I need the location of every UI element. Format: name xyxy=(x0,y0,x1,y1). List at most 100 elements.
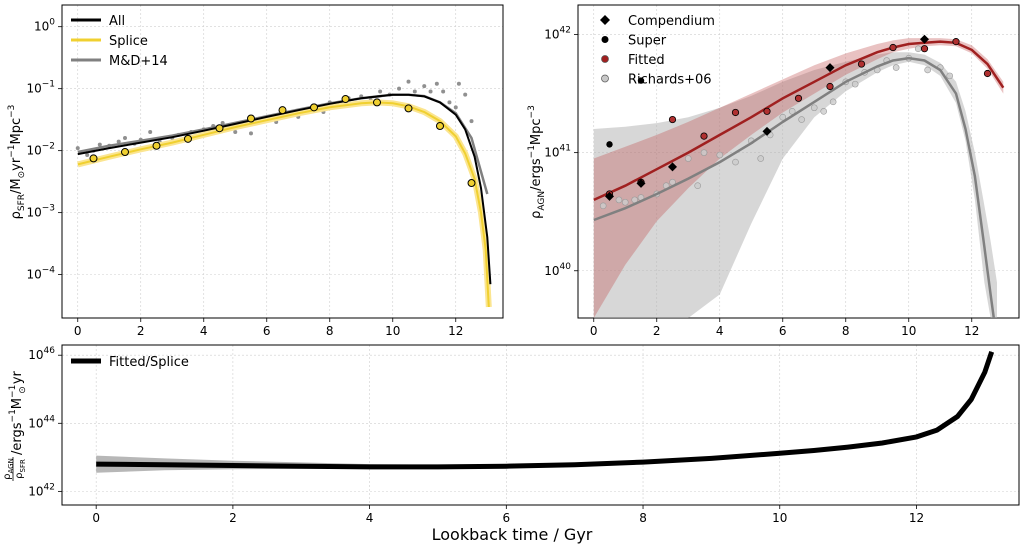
plot-area xyxy=(75,79,492,308)
richards-point xyxy=(732,158,739,166)
tl-y-tick-label: 10−2 xyxy=(26,142,55,158)
y-label-denominator: ρSFR xyxy=(14,459,27,479)
richards-point xyxy=(599,202,607,210)
fitted-point xyxy=(889,43,897,52)
splice-marker xyxy=(215,124,224,133)
splice-marker xyxy=(436,121,444,130)
legend-label: Super xyxy=(628,34,667,49)
fitted-band xyxy=(593,38,1004,318)
splice-marker xyxy=(404,104,413,113)
richards-point xyxy=(798,116,805,123)
md14-point xyxy=(456,81,461,86)
md14-point xyxy=(97,142,102,147)
agn-sfr-ratio-panel: 0 2 4 6 8 10 12 1042 1044 1046 Fitted/Splice ρAGNρS… xyxy=(2,344,1020,525)
md14-point xyxy=(406,79,411,84)
super-point xyxy=(637,77,645,84)
md14-point xyxy=(447,100,452,105)
fitted-point xyxy=(668,115,677,124)
bot-x-tick-label: 2 xyxy=(229,511,237,525)
tl-x-tick-label: 8 xyxy=(326,324,334,338)
compendium-point xyxy=(636,178,646,188)
richards-point xyxy=(700,149,708,156)
tr-x-tick-label: 6 xyxy=(779,324,787,338)
md14-point xyxy=(75,146,80,151)
bot-y-tick-label: 1042 xyxy=(28,482,55,498)
compendium-point xyxy=(762,126,772,136)
bot-y-tick-label: 1046 xyxy=(28,346,55,362)
tr-x-tick-label: 4 xyxy=(716,324,724,338)
fitted-point xyxy=(794,94,803,102)
richards-point xyxy=(924,66,931,74)
compendium-point xyxy=(605,191,614,201)
sfr-density-panel: 0 2 4 6 8 10 12 10−4 10−3 10−2 10−1 100 All Splice M&D… xyxy=(7,4,504,338)
md14-point xyxy=(453,105,458,110)
tl-x-tick-label: 2 xyxy=(137,324,145,338)
tr-y-tick-label: 1041 xyxy=(544,144,571,160)
fitted-point xyxy=(763,107,771,115)
md14-point xyxy=(220,120,225,125)
tr-x-tick-label: 12 xyxy=(964,324,979,338)
richards-point xyxy=(892,64,900,71)
legend-marker xyxy=(600,15,610,25)
y-axis-label: ρSFR/M⊙yr−1Mpc−3 xyxy=(7,105,27,220)
fitted-point xyxy=(952,38,960,46)
splice-marker xyxy=(278,106,287,115)
plot-area xyxy=(96,350,995,473)
richards-point xyxy=(810,104,818,112)
compendium-point xyxy=(668,162,677,172)
legend-label: M&D+14 xyxy=(109,54,168,69)
tr-x-tick-label: 2 xyxy=(653,324,661,338)
tl-y-tick-label: 10−3 xyxy=(26,204,55,220)
splice-marker xyxy=(310,103,318,112)
richards-point xyxy=(779,113,787,121)
tl-x-tick-label: 12 xyxy=(448,324,463,338)
richards-point xyxy=(621,198,629,206)
richards-point xyxy=(615,196,623,204)
md14-point xyxy=(123,136,127,141)
agn-density-panel: 0 2 4 6 8 10 12 1040 1041 1042 Compendium Super Fitt… xyxy=(527,4,1020,338)
richards-point xyxy=(829,98,837,106)
fitted-point xyxy=(826,82,834,91)
tl-y-tick-label: 10−1 xyxy=(26,80,55,96)
plot-area xyxy=(593,34,1005,318)
richards-point xyxy=(851,80,859,88)
tl-x-tick-label: 4 xyxy=(200,324,208,338)
tl-frame xyxy=(61,4,504,319)
bot-y-tick-label: 1044 xyxy=(28,414,55,430)
richards-point xyxy=(757,155,765,162)
bot-x-tick-label: 10 xyxy=(772,511,787,525)
splice-marker xyxy=(247,114,255,123)
md14-point xyxy=(412,89,417,94)
richards-band xyxy=(593,52,997,318)
md14-point xyxy=(116,139,121,144)
x-axis-label: Lookback time / Gyr xyxy=(432,525,593,544)
fitted-point xyxy=(700,132,708,140)
md14-point xyxy=(463,92,468,97)
tl-y-tick-label: 100 xyxy=(34,18,55,34)
richards-point xyxy=(946,72,954,80)
tr-x-tick-label: 10 xyxy=(901,324,916,338)
y-axis-label: ρAGN/ergs−1Mpc−3 xyxy=(527,105,547,219)
bot-x-tick-label: 6 xyxy=(503,511,511,525)
md14-point xyxy=(469,119,474,124)
richards-point xyxy=(684,155,692,162)
md14-point xyxy=(397,86,402,91)
richards-point xyxy=(914,45,922,53)
legend-label: Richards+06 xyxy=(628,73,712,88)
compendium-point xyxy=(825,63,835,73)
md14-point xyxy=(378,89,383,94)
tr-x-tick-label: 0 xyxy=(590,324,598,338)
tr-x-tick-label: 8 xyxy=(842,324,850,338)
bot-x-tick-label: 0 xyxy=(92,511,100,525)
richards-point xyxy=(694,182,702,190)
tl-x-tick-label: 10 xyxy=(385,324,400,338)
richards-point xyxy=(820,108,828,115)
splice-marker xyxy=(184,134,192,143)
legend-label: Compendium xyxy=(628,14,715,29)
super-point xyxy=(606,141,613,148)
bot-x-tick-label: 12 xyxy=(909,511,924,525)
legend-marker xyxy=(601,36,609,43)
legend-label: Splice xyxy=(109,34,148,49)
